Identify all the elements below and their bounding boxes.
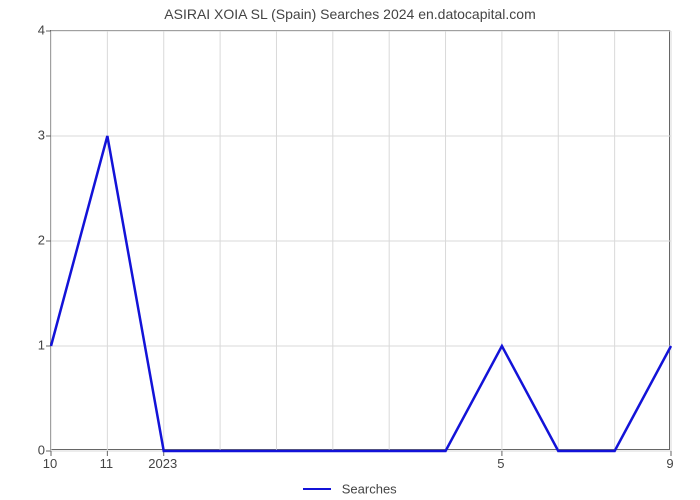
ytick-label: 4	[5, 23, 45, 38]
xtick-label: 2023	[148, 456, 177, 471]
ytick-label: 1	[5, 338, 45, 353]
xtick-label: 5	[497, 456, 504, 471]
xtick-label: 9	[666, 456, 673, 471]
ytick-label: 2	[5, 233, 45, 248]
xtick-label: 11	[100, 456, 114, 471]
ytick-label: 3	[5, 128, 45, 143]
legend-label: Searches	[342, 481, 397, 496]
legend: Searches	[0, 480, 700, 498]
chart-title: ASIRAI XOIA SL (Spain) Searches 2024 en.…	[0, 6, 700, 22]
plot-svg	[51, 31, 669, 449]
ytick-label: 0	[5, 443, 45, 458]
xtick-label: 10	[43, 456, 57, 471]
plot-area	[50, 30, 670, 450]
legend-swatch	[303, 488, 331, 490]
chart-container: ASIRAI XOIA SL (Spain) Searches 2024 en.…	[0, 0, 700, 500]
series-line	[51, 136, 671, 451]
